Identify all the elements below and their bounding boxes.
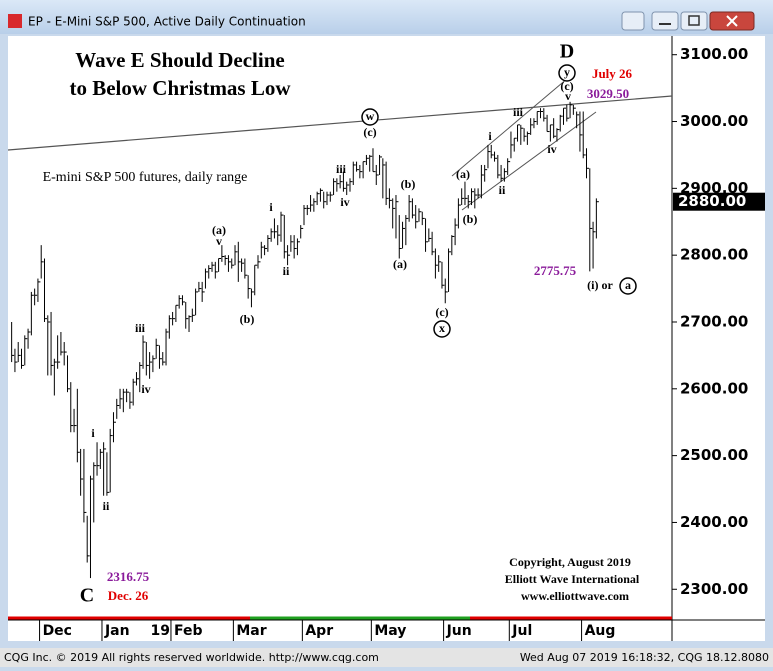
close-icon [726, 15, 738, 27]
window-title: EP - E-Mini S&P 500, Active Daily Contin… [28, 15, 306, 29]
annotation: iii [513, 105, 524, 119]
annotation: 3029.50 [587, 86, 629, 101]
annotation: v [565, 89, 571, 103]
annotation: Copyright, August 2019 [509, 555, 631, 569]
y-tick-label: 2600.00 [680, 379, 748, 397]
status-right: Wed Aug 07 2019 16:18:32, CQG 18.12.8080 [520, 651, 769, 664]
wave-circle [361, 108, 379, 126]
annotation: (c) [560, 79, 573, 93]
annotation: 2775.75 [534, 263, 577, 278]
last-price-label: 2880.00 [678, 192, 746, 210]
y-tick-label: 2300.00 [680, 580, 748, 598]
wave-label: w [366, 109, 375, 123]
y-tick-label: 3000.00 [680, 112, 748, 130]
annotation: C [80, 585, 94, 607]
x-tick-label: Apr [305, 623, 333, 639]
chart-area [8, 36, 765, 641]
y-tick-label: 2700.00 [680, 312, 748, 330]
annotation: iv [141, 382, 150, 396]
annotation: July 26 [592, 66, 633, 81]
annotation: ii [499, 183, 506, 197]
annotation: (c) [435, 305, 448, 319]
annotation: (a) [456, 167, 470, 181]
x-tick-label: Aug [585, 623, 616, 639]
x-tick-label: May [374, 623, 406, 639]
annotation: i [488, 129, 492, 143]
wave-circle [433, 320, 451, 338]
last-price-box [673, 192, 765, 211]
annotation: (i) or [587, 278, 613, 292]
annotation: (a) [212, 223, 226, 237]
annotation: v [216, 234, 222, 248]
channel-line [451, 77, 569, 177]
x-tick-label: Mar [236, 623, 266, 639]
annotation: iv [547, 142, 556, 156]
minimize-button[interactable] [651, 11, 679, 31]
wave-label: y [564, 65, 570, 79]
annotation: ii [283, 264, 290, 278]
annotation: D [560, 41, 574, 63]
annotation: to Below Christmas Low [69, 76, 291, 100]
y-tick-label: 2800.00 [680, 246, 748, 264]
annotation: i [91, 426, 95, 440]
wave-circle [558, 64, 576, 82]
annotation: (b) [463, 212, 478, 226]
maximize-icon [688, 15, 700, 26]
annotation: Dec. 26 [108, 588, 149, 603]
annotation: (c) [363, 125, 376, 139]
annotation: www.elliottwave.com [521, 589, 629, 603]
annotation: iii [336, 162, 347, 176]
annotation: 2316.75 [107, 569, 150, 584]
annotation: (b) [240, 312, 255, 326]
x-tick-label: Jul [511, 623, 532, 639]
link-button[interactable] [621, 11, 645, 31]
x-tick-label: Jun [446, 623, 472, 639]
annotation: E-mini S&P 500 futures, daily range [43, 170, 248, 185]
trend-line [7, 95, 673, 151]
annotation: (b) [401, 177, 416, 191]
x-tick-label: Dec [43, 623, 72, 639]
x-tick-label: Jan [104, 623, 130, 639]
year-label: 19 [150, 623, 169, 639]
annotation: ii [103, 499, 110, 513]
y-tick-label: 3100.00 [680, 45, 748, 63]
annotation: i [269, 200, 273, 214]
y-tick-label: 2400.00 [680, 513, 748, 531]
wave-label: x [439, 321, 445, 335]
annotation: Elliott Wave International [505, 572, 640, 586]
channel-line [461, 111, 597, 211]
wave-label: a [625, 278, 631, 292]
annotation: iv [340, 195, 349, 209]
y-tick-label: 2500.00 [680, 446, 748, 464]
y-tick-label: 2900.00 [680, 179, 748, 197]
status-left: CQG Inc. © 2019 All rights reserved worl… [4, 651, 379, 664]
x-tick-label: Feb [174, 623, 203, 639]
status-bar [0, 648, 773, 667]
annotation: (a) [393, 257, 407, 271]
annotation: Wave E Should Decline [75, 48, 284, 72]
annotation: iii [135, 321, 146, 335]
wave-circle [619, 277, 637, 295]
app-icon [8, 14, 22, 28]
maximize-button[interactable] [680, 11, 708, 31]
